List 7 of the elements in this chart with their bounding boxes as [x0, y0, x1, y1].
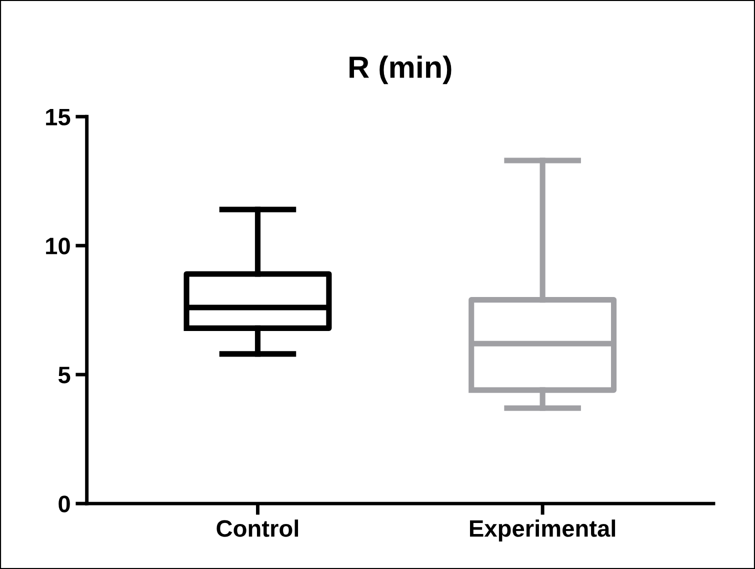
- y-tick-label: 0: [58, 496, 70, 512]
- y-tick-label: 15: [46, 108, 70, 126]
- y-tick-label: 5: [58, 366, 70, 384]
- x-tick-label: Experimental: [470, 520, 616, 542]
- y-tick-label: 10: [46, 238, 70, 254]
- chart-title: R (min): [350, 56, 452, 84]
- x-tick-label: Control: [216, 520, 298, 537]
